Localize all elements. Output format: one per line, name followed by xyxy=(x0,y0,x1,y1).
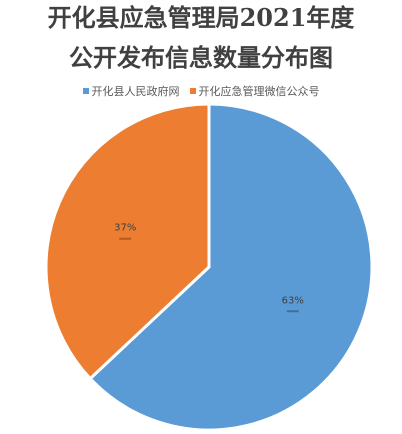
chart-title-line-1: 开化县应急管理局2021年度 xyxy=(47,3,355,32)
legend: 开化县人民政府网 开化应急管理微信公众号 xyxy=(0,83,402,99)
legend-item-gov-website: 开化县人民政府网 xyxy=(82,83,180,99)
slice-label-gov-website: 63% xyxy=(282,295,304,306)
legend-swatch-wechat xyxy=(189,88,196,94)
legend-label-wechat: 开化应急管理微信公众号 xyxy=(198,85,320,98)
slice-label-wechat: 37% xyxy=(114,223,136,234)
legend-item-wechat: 开化应急管理微信公众号 xyxy=(189,83,320,99)
legend-swatch-gov-website xyxy=(82,88,89,94)
pie-slice-gov-website xyxy=(88,102,374,432)
chart-title-line-2: 公开发布信息数量分布图 xyxy=(69,43,333,72)
legend-label-gov-website: 开化县人民政府网 xyxy=(91,85,180,98)
pie-slice-wechat xyxy=(44,102,211,381)
